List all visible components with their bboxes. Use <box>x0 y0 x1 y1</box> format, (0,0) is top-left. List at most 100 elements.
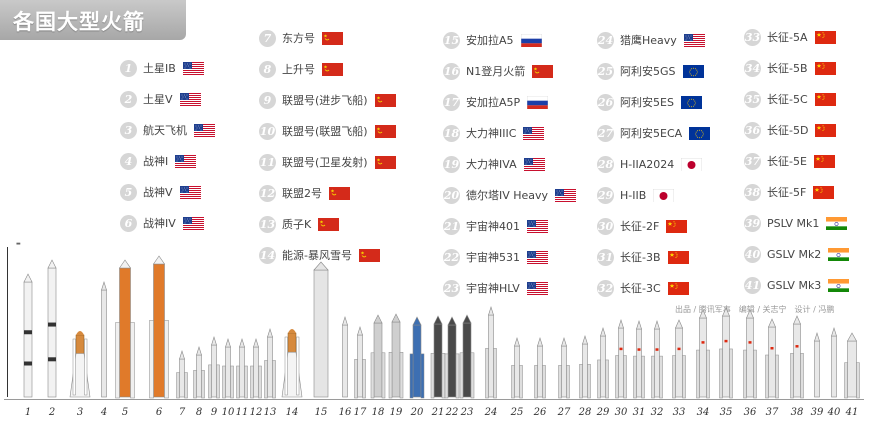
legend-number-badge: 21 <box>443 217 460 235</box>
legend-rocket-name: 联盟号(卫星发射) <box>282 156 368 169</box>
rocket-2 <box>47 259 57 398</box>
legend-item: 33 长征-5A <box>744 27 836 47</box>
legend-item: 12 联盟2号 <box>259 183 350 203</box>
scale-ruler-label: ▬ <box>16 241 21 247</box>
usa-flag-icon <box>175 154 197 168</box>
rocket-number-label: 18 <box>371 407 385 418</box>
rocket-number-label: 25 <box>510 407 524 418</box>
rocket-number-label: 4 <box>100 407 108 418</box>
legend-item: 26 阿利安5ES <box>597 92 702 112</box>
legend-rocket-name: 长征-5A <box>767 31 808 44</box>
rocket-17 <box>354 325 366 399</box>
usa-flag-icon <box>523 157 545 171</box>
china-flag-icon <box>814 61 836 75</box>
legend-rocket-name: 宇宙神401 <box>466 220 520 233</box>
usa-flag-icon <box>179 185 201 199</box>
rocket-18 <box>370 314 386 399</box>
legend-rocket-name: N1登月火箭 <box>466 65 526 78</box>
rocket-35 <box>719 307 733 399</box>
legend-number-badge: 41 <box>744 276 761 294</box>
rocket-22 <box>444 316 460 399</box>
rocket-number-label: 34 <box>696 407 710 418</box>
legend-rocket-name: 猎鹰Heavy <box>620 34 677 47</box>
legend-number-badge: 26 <box>597 93 614 111</box>
legend-number-badge: 34 <box>744 59 761 77</box>
china-flag-icon <box>815 123 837 137</box>
legend-item: 9 联盟号(进步飞船) <box>259 90 396 110</box>
rocket-number-label: 24 <box>484 407 498 418</box>
rocket-5 <box>115 259 135 399</box>
rocket-14 <box>281 329 303 398</box>
rocket-number-label: 35 <box>719 407 733 418</box>
rocket-10 <box>222 337 234 399</box>
ussr-flag-icon <box>374 155 396 169</box>
rocket-number-label: 13 <box>263 407 277 418</box>
legend-rocket-name: 阿利安5ES <box>620 96 674 109</box>
legend-item: 10 联盟号(联盟飞船) <box>259 121 396 141</box>
legend-item: 14 能源-暴风雪号 <box>259 245 380 265</box>
ussr-flag-icon <box>322 62 343 76</box>
legend-number-badge: 37 <box>744 152 761 170</box>
rocket-32 <box>651 319 663 399</box>
rocket-16 <box>342 315 348 398</box>
usa-flag-icon <box>555 188 577 202</box>
rocket-24 <box>485 305 497 399</box>
rocket-12 <box>250 337 262 399</box>
usa-flag-icon <box>527 219 548 233</box>
legend-number-badge: 5 <box>120 183 137 201</box>
legend-rocket-name: 大力神IIIC <box>466 127 517 140</box>
usa-flag-icon <box>683 33 705 47</box>
legend-item: 40 GSLV Mk2 <box>744 244 850 264</box>
rocket-number-label: 7 <box>178 407 186 418</box>
rocket-15 <box>313 261 329 398</box>
legend-rocket-name: 东方号 <box>282 32 315 45</box>
legend-item: 22 宇宙神531 <box>443 247 548 267</box>
rocket-21 <box>430 315 446 399</box>
legend-item: 5 战神V <box>120 182 201 202</box>
rocket-38 <box>790 315 804 399</box>
legend-item: 3 航天飞机 <box>120 120 215 140</box>
legend-rocket-name: 上升号 <box>282 63 315 76</box>
legend-number-badge: 38 <box>744 183 761 201</box>
legend-rocket-name: 战神I <box>143 155 169 168</box>
legend-item: 11 联盟号(卫星发射) <box>259 152 396 172</box>
legend-rocket-name: GSLV Mk2 <box>767 247 822 261</box>
legend-number-badge: 20 <box>443 186 460 204</box>
legend-number-badge: 14 <box>259 246 276 264</box>
ussr-flag-icon <box>329 186 350 200</box>
ussr-flag-icon <box>358 248 380 262</box>
rocket-number-label: 26 <box>533 407 547 418</box>
legend-item: 41 GSLV Mk3 <box>744 275 850 295</box>
legend-number-badge: 29 <box>597 186 614 204</box>
legend-number-badge: 30 <box>597 217 614 235</box>
rocket-number-label: 40 <box>827 407 841 418</box>
legend-number-badge: 27 <box>597 124 614 142</box>
legend-rocket-name: 长征-5C <box>767 93 808 106</box>
rocket-number-label: 3 <box>76 407 84 418</box>
legend-item: 30 长征-2F <box>597 216 688 236</box>
rocket-19 <box>388 313 404 399</box>
legend-rocket-name: 长征-3B <box>620 251 661 264</box>
usa-flag-icon <box>182 61 204 75</box>
legend-rocket-name: 战神IV <box>143 217 176 230</box>
legend-number-badge: 13 <box>259 215 276 233</box>
usa-flag-icon <box>523 126 545 140</box>
legend-rocket-name: 长征-2F <box>620 220 660 233</box>
rocket-36 <box>743 309 757 399</box>
eu-flag-icon <box>689 126 711 140</box>
india-flag-icon <box>828 278 850 292</box>
legend-rocket-name: 长征-5D <box>767 124 809 137</box>
china-flag-icon <box>667 250 689 264</box>
rocket-number-label: 38 <box>790 407 804 418</box>
eu-flag-icon <box>682 64 704 78</box>
legend-number-badge: 9 <box>259 91 276 109</box>
rocket-7 <box>176 349 188 399</box>
china-flag-icon <box>667 281 689 295</box>
legend-item: 31 长征-3B <box>597 247 689 267</box>
rocket-number-label: 30 <box>614 407 628 418</box>
legend-item: 25 阿利安5GS <box>597 61 704 81</box>
rocket-number-label: 5 <box>121 407 129 418</box>
legend-number-badge: 22 <box>443 248 460 266</box>
rocket-30 <box>615 318 627 399</box>
rocket-number-label: 20 <box>410 407 424 418</box>
